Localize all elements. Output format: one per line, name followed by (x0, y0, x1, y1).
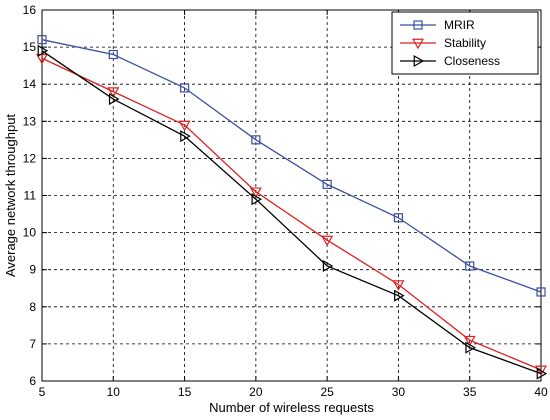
data-point-mrir (465, 261, 475, 271)
data-point-closeness (394, 289, 405, 302)
data-point-mrir (108, 49, 118, 60)
axis-ticks: 5 10 15 20 25 30 35 40 6 7 8 9 10 11 12 13 14 15 16 (23, 3, 548, 399)
data-point-mrir (251, 135, 261, 145)
x-tick-label: 15 (178, 385, 192, 399)
y-tick-label: 12 (23, 151, 37, 165)
legend-marker-closeness (413, 54, 425, 68)
legend-marker-mrir (413, 20, 423, 30)
legend: MRIR Stability Closeness (391, 11, 539, 75)
x-tick-label: 5 (39, 385, 46, 399)
legend-item-mrir: MRIR (400, 18, 475, 32)
series-closeness (37, 44, 548, 380)
y-tick-label: 9 (29, 263, 36, 277)
data-point-closeness (37, 44, 49, 57)
data-point-stability (534, 365, 548, 377)
data-point-closeness (251, 193, 263, 206)
x-axis-label: Number of wireless requests (209, 400, 374, 415)
y-tick-label: 8 (29, 300, 36, 314)
y-tick-label: 13 (23, 114, 37, 128)
series-line-stability (41, 57, 542, 371)
data-point-stability (178, 120, 191, 132)
series-mrir (37, 35, 546, 297)
y-tick-label: 6 (29, 374, 36, 388)
legend-marker-stability (411, 38, 425, 50)
data-point-mrir (393, 213, 404, 223)
legend-label-stability: Stability (444, 36, 486, 50)
data-point-mrir (536, 287, 546, 297)
legend-label-closeness: Closeness (444, 54, 500, 68)
y-tick-label: 10 (23, 226, 37, 240)
x-tick-label: 40 (534, 385, 548, 399)
series-stability (35, 53, 548, 377)
data-point-stability (35, 53, 49, 65)
data-point-stability (392, 280, 405, 291)
data-point-mrir (37, 35, 47, 45)
x-tick-label: 25 (320, 385, 334, 399)
data-point-stability (249, 187, 262, 198)
data-point-closeness (322, 259, 334, 273)
data-point-stability (463, 335, 476, 347)
series-group (35, 35, 548, 380)
x-tick-label: 10 (107, 385, 121, 399)
data-point-mrir (179, 83, 190, 93)
y-tick-label: 7 (29, 337, 36, 351)
series-line-mrir (41, 39, 542, 293)
data-point-stability (321, 235, 334, 247)
x-tick-label: 35 (463, 385, 477, 399)
data-point-mrir (322, 179, 332, 189)
legend-item-closeness: Closeness (400, 54, 500, 68)
y-tick-label: 16 (23, 3, 37, 17)
y-axis-label: Average network throughput (3, 114, 18, 277)
y-tick-label: 15 (23, 40, 37, 54)
series-line-closeness (41, 50, 542, 375)
data-point-closeness (180, 130, 191, 143)
data-point-closeness (465, 341, 476, 354)
legend-label-mrir: MRIR (444, 18, 475, 32)
y-tick-label: 14 (23, 77, 37, 91)
x-tick-label: 30 (392, 385, 406, 399)
x-tick-label: 20 (249, 385, 263, 399)
data-point-stability (107, 87, 120, 98)
data-point-closeness (536, 367, 548, 380)
data-point-closeness (108, 93, 120, 106)
legend-item-stability: Stability (400, 36, 486, 50)
y-tick-label: 11 (24, 189, 37, 203)
